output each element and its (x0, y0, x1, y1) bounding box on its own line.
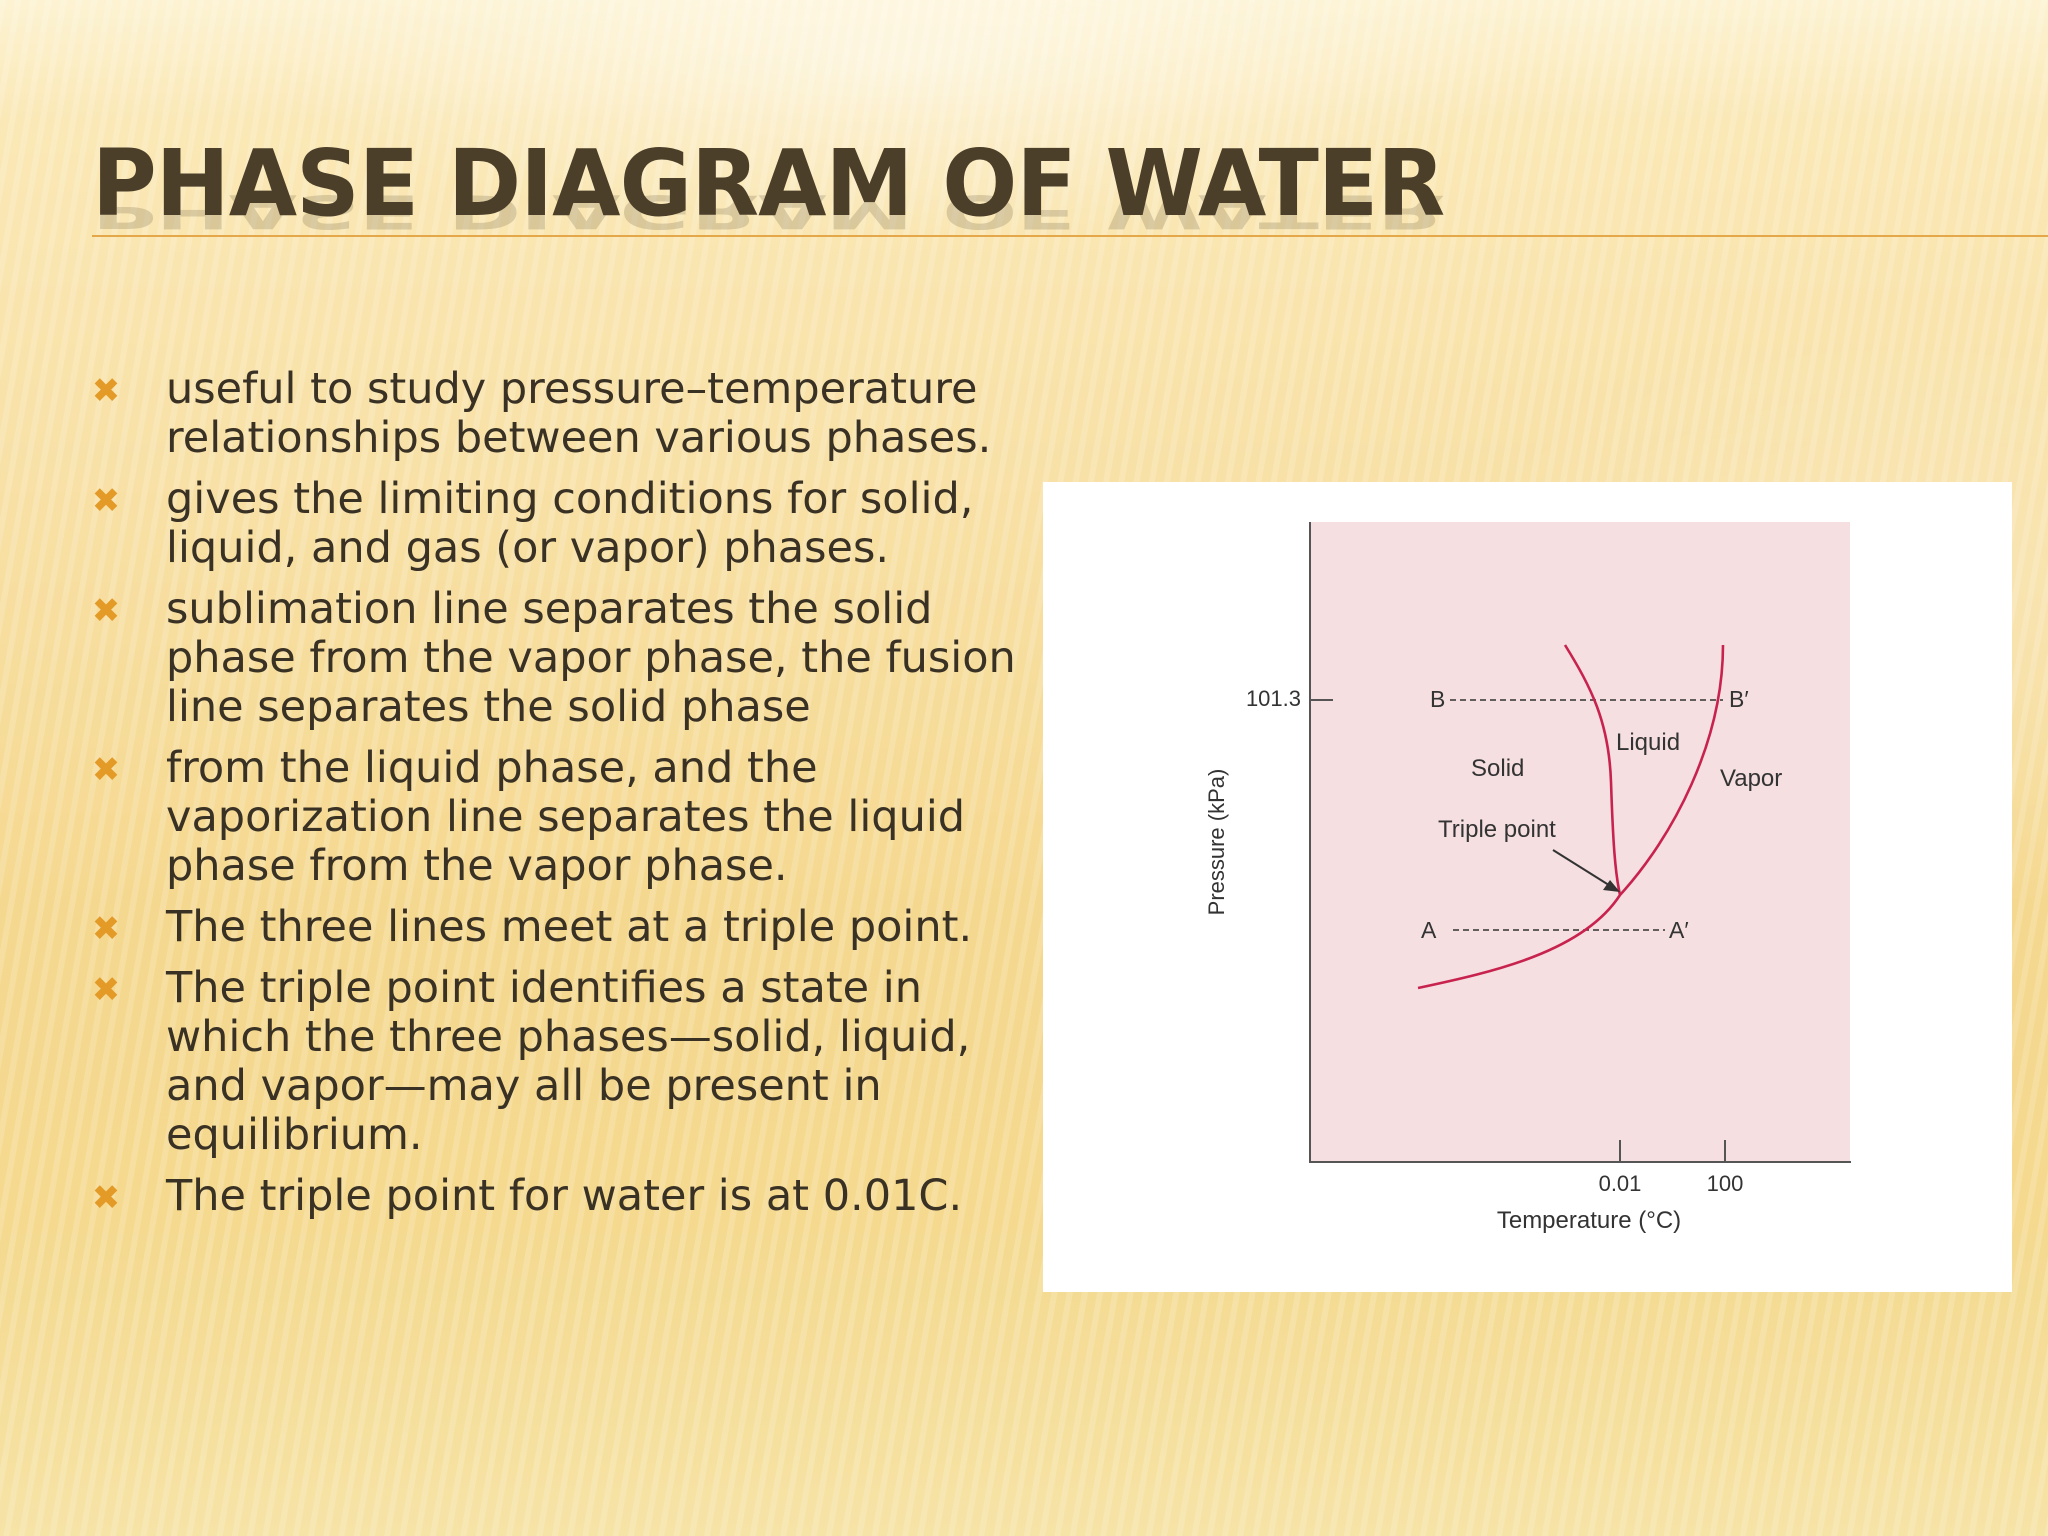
triple-point-arrow-line (1552, 849, 1613, 888)
bullet-item: ✖ The three lines meet at a triple point. (88, 903, 1018, 952)
title-underline (92, 235, 2048, 237)
title-reflection: PHASE DIAGRAM OF WATER (92, 184, 1445, 239)
fusion-curve (1563, 644, 1622, 896)
bullet-text: sublimation line separates the solid pha… (166, 584, 1016, 732)
x-tick-label: 0.01 (1599, 1171, 1642, 1196)
x-mark-icon: ✖ (91, 481, 121, 521)
title-block: PHASE DIAGRAM OF WATER PHASE DIAGRAM OF … (92, 130, 1501, 239)
bullet-text: from the liquid phase, and the vaporizat… (166, 743, 966, 891)
x-mark-icon: ✖ (91, 909, 121, 949)
bullet-text: useful to study pressure–temperature rel… (166, 364, 992, 463)
bullet-item: ✖ gives the limiting conditions for solid… (88, 475, 1018, 573)
x-mark-icon: ✖ (91, 591, 121, 631)
arrow-head-icon (1603, 880, 1620, 892)
x-tick-label: 100 (1707, 1171, 1744, 1196)
phase-diagram-svg: 101.3 0.01 100 Temperature (°C) Pressure… (1204, 522, 1851, 1234)
point-b-label: B (1430, 686, 1445, 712)
solid-region-label: Solid (1471, 755, 1524, 782)
point-b-prime-label: B′ (1729, 686, 1749, 712)
bullet-item: ✖ useful to study pressure–temperature re… (88, 365, 1018, 463)
bullet-text: The triple point for water is at 0.01C. (166, 1171, 963, 1221)
bullet-text: The triple point identifies a state in w… (166, 963, 971, 1160)
y-tick-label: 101.3 (1246, 686, 1301, 711)
phase-diagram-figure: 101.3 0.01 100 Temperature (°C) Pressure… (1043, 482, 2012, 1292)
x-mark-icon: ✖ (91, 371, 121, 411)
liquid-region-label: Liquid (1616, 729, 1680, 756)
bullet-item: ✖ The triple point identifies a state in … (88, 964, 1018, 1160)
vapor-region-label: Vapor (1720, 765, 1782, 792)
bullet-text: gives the limiting conditions for solid,… (166, 474, 974, 573)
slide-title: PHASE DIAGRAM OF WATER (92, 130, 1445, 237)
y-axis-label: Pressure (kPa) (1204, 769, 1229, 916)
bullet-item: ✖ The triple point for water is at 0.01C. (88, 1172, 1018, 1221)
bullet-item: ✖ from the liquid phase, and the vaporiza… (88, 744, 1018, 891)
bullet-text: The three lines meet at a triple point. (166, 902, 973, 952)
bullet-list: ✖ useful to study pressure–temperature re… (88, 365, 1018, 1233)
plot-area (1310, 522, 1850, 1162)
bullet-item: ✖ sublimation line separates the solid ph… (88, 585, 1018, 732)
x-axis-label: Temperature (°C) (1497, 1207, 1681, 1234)
point-a-label: A (1421, 917, 1437, 943)
triple-point-label: Triple point (1438, 816, 1556, 843)
x-mark-icon: ✖ (91, 970, 121, 1010)
x-mark-icon: ✖ (91, 750, 121, 790)
x-mark-icon: ✖ (91, 1178, 121, 1218)
point-a-prime-label: A′ (1669, 917, 1689, 943)
